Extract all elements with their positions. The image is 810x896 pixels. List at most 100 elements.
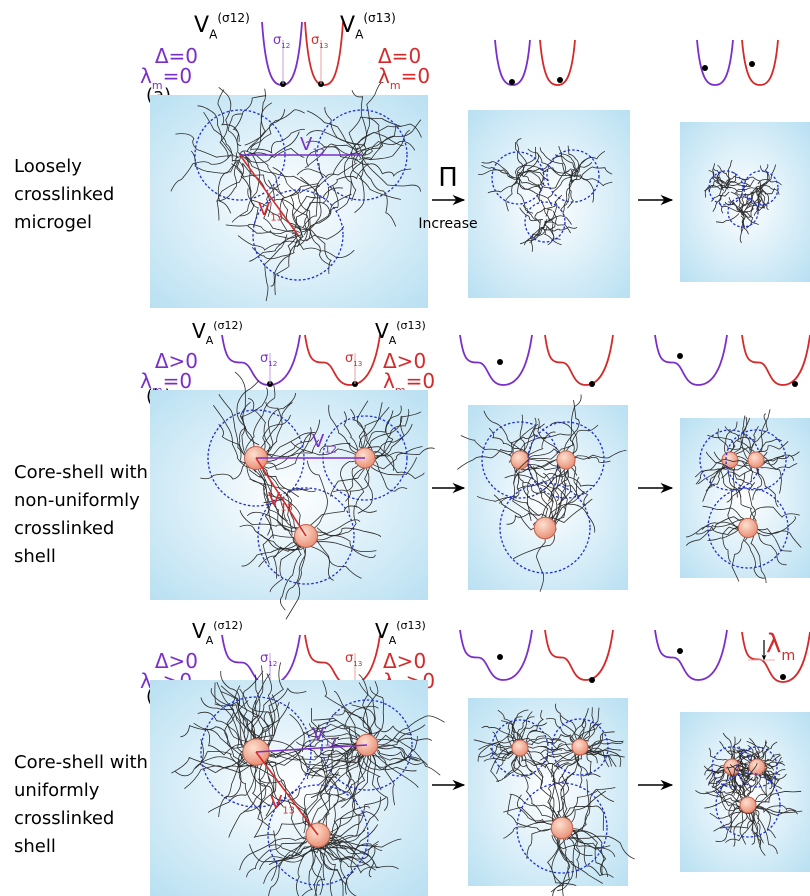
label-part: V [375,319,389,343]
core [740,797,756,813]
panel [150,680,428,896]
label-part: 13 [319,41,328,50]
label-part: A [355,28,364,42]
label-part: V [270,792,283,813]
label-part: V [340,13,355,38]
label: VA(σ12) [194,11,250,41]
panel [468,110,630,298]
panel [150,390,428,600]
label-part: (σ13) [396,619,426,632]
label: VA (σ13) [340,11,396,41]
panel [468,405,628,590]
potential-well [697,40,733,85]
row-description: Core-shell with [14,752,148,773]
particle-dot [497,359,503,365]
label-part: A [389,334,397,347]
label: VA (σ13) [375,619,426,647]
particle-dot [557,77,563,83]
label-part: 12 [268,359,277,368]
label: σ13 [311,33,328,50]
label-part: λ [383,369,395,393]
particle-dot [497,654,503,660]
label-part: V [300,134,313,155]
label-part: σ [273,33,281,48]
label-part: 13 [282,805,295,816]
potential-well [545,630,613,680]
particle-dot [702,65,708,71]
particle-dot [780,674,786,680]
label-part: 13 [280,502,293,513]
potential-well [540,40,575,85]
label-part: (σ12) [217,11,250,25]
label-part: A [206,334,214,347]
label: σ13 [345,351,362,368]
potential-well [545,335,613,385]
potential-well [742,40,778,85]
particle-dot [749,61,755,67]
label-part: V [312,431,325,452]
core [551,817,573,839]
label-part: 13 [270,212,283,223]
potential-well [262,22,302,85]
label-part: m [781,648,795,664]
label-part: σ [345,351,353,366]
row-description: crosslinked [14,808,114,829]
label-part: A [206,634,214,647]
label-part: (σ13) [363,11,396,25]
label: VA(σ12) [192,619,243,647]
label-part: λ [766,629,781,659]
row-description: shell [14,546,56,567]
potential-well [655,335,727,385]
label-part: σ [345,651,353,666]
potential-well [460,335,532,385]
potential-well [655,630,727,680]
label: λm=0 [378,64,430,92]
label-part: 13 [353,659,362,668]
potential-well [495,40,530,85]
particle-dot [589,677,595,683]
label-part: V [312,724,325,745]
row-description: crosslinked [14,184,114,205]
label-part: m [390,79,401,92]
row-description: shell [14,836,56,857]
row-description: microgel [14,212,92,233]
label-part: V [192,319,206,343]
label: σ13 [345,651,362,668]
particle-dot [677,648,683,654]
core [511,451,529,469]
label: VA (σ12) [192,319,243,347]
label-part: A [209,28,218,42]
label: σ12 [260,351,277,368]
particle-dot [509,79,515,85]
label-part: σ [260,651,268,666]
label-part: V [375,619,389,643]
label-part: A [389,634,397,647]
label: VA (σ13) [375,319,426,347]
potential-well [305,335,380,385]
core [572,739,588,755]
core [534,517,556,539]
label: σ12 [260,651,277,668]
particle-dot [792,381,798,387]
potential-well [305,22,343,85]
label-part: V [258,199,271,220]
label-part: 13 [353,359,362,368]
label: λm [766,629,795,664]
panel [680,418,810,578]
panel [680,122,810,282]
pressure-symbol: Π [438,163,458,193]
core [512,740,528,756]
label-part: σ [260,351,268,366]
label-part: (σ12) [213,319,243,332]
label-part: V [268,489,281,510]
core [557,451,575,469]
label-part: (σ13) [396,319,426,332]
label-part: 12 [324,737,337,748]
potential-well [742,335,810,385]
pressure-label: Increase [418,216,477,232]
label-part: 12 [268,659,277,668]
potential-well [305,635,380,685]
label-part: (σ12) [213,619,243,632]
label-part: =0 [401,64,430,88]
row-description: crosslinked [14,518,114,539]
